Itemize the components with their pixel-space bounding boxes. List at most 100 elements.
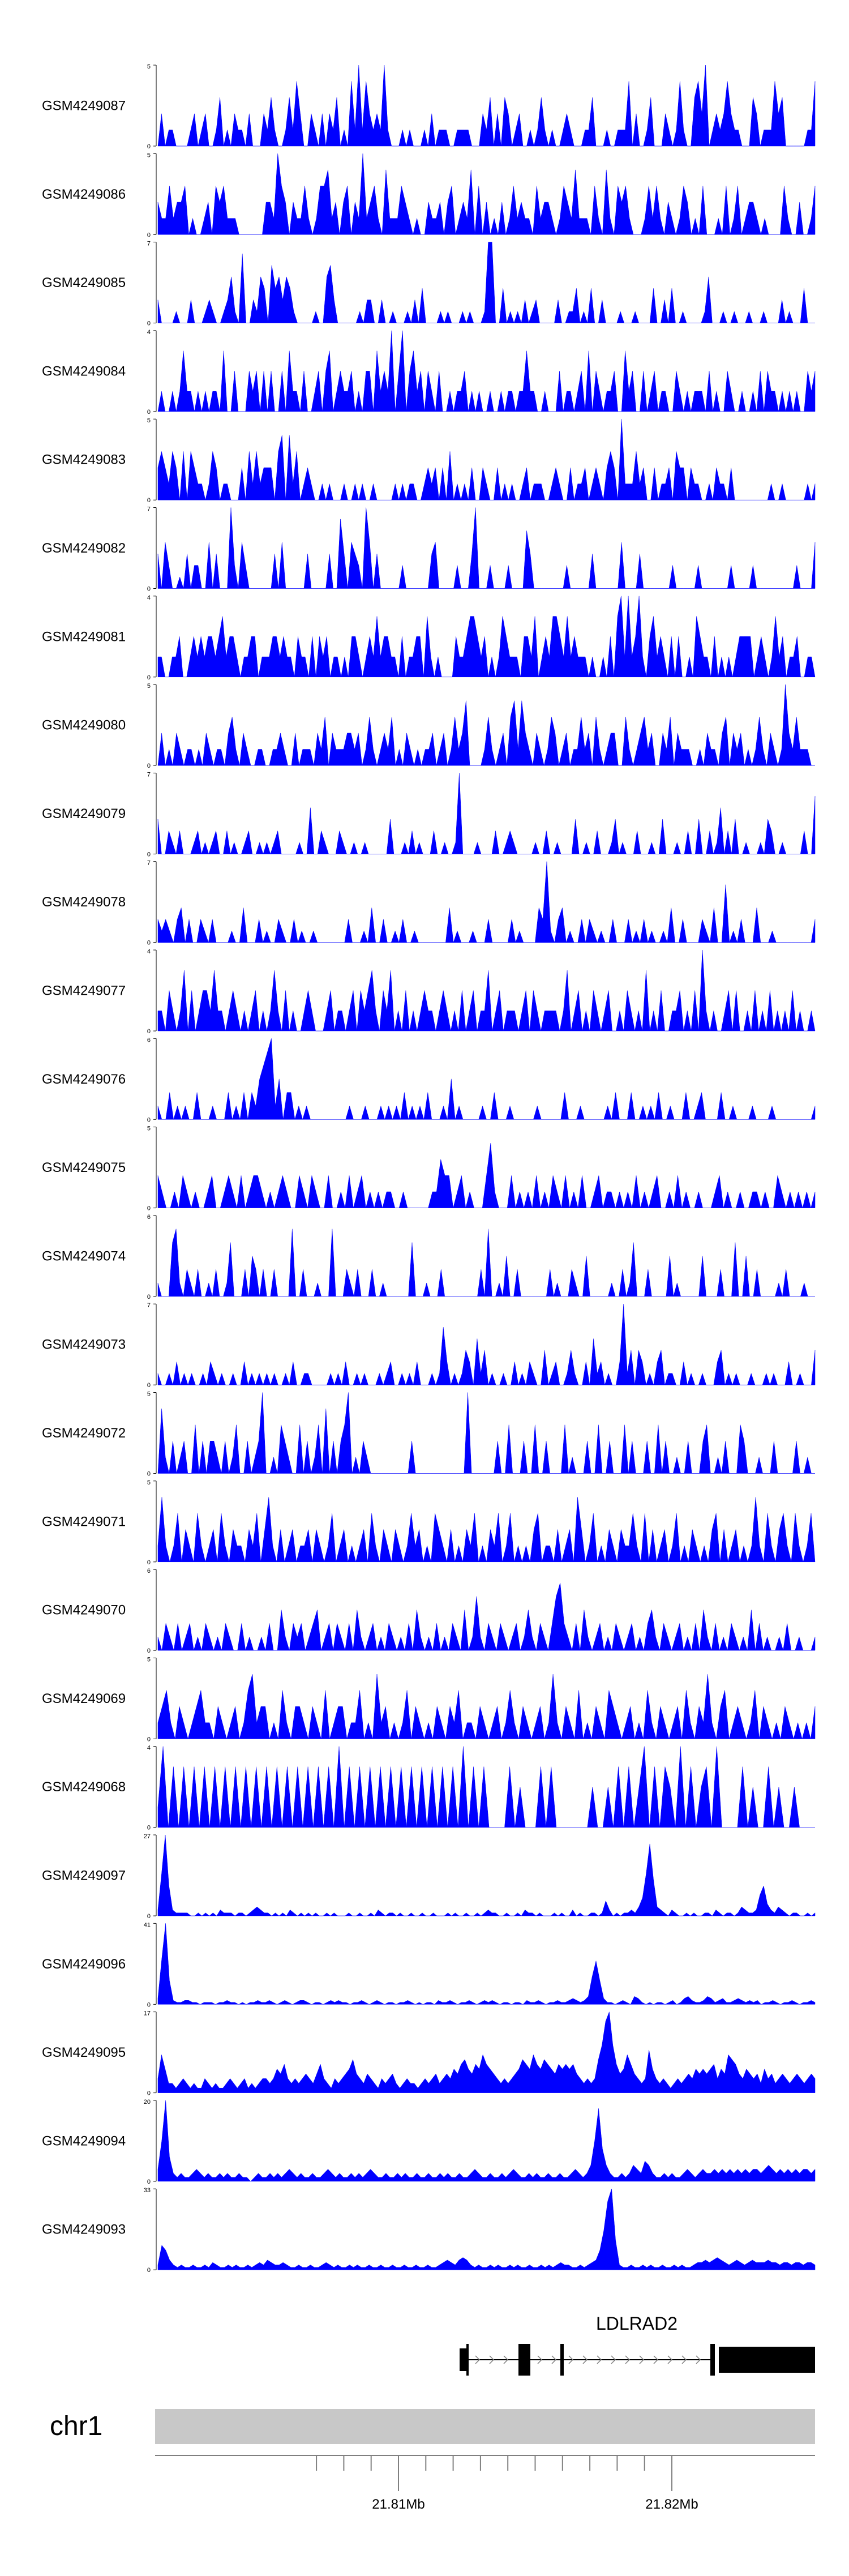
y-max-label: 5 — [147, 683, 151, 690]
track-label: GSM4249079 — [42, 806, 126, 821]
gene-exon-2 — [466, 2344, 469, 2376]
track-GSM4249097: GSM4249097 27 0 — [42, 1833, 816, 1920]
y-zero-label: 0 — [147, 409, 151, 416]
track-label: GSM4249076 — [42, 1072, 126, 1087]
y-max-label: 6 — [147, 1568, 151, 1574]
y-zero-label: 0 — [147, 1471, 151, 1478]
tick-label-21-82: 21.82Mb — [645, 2497, 698, 2512]
signal-area — [157, 2012, 816, 2093]
y-max-label: 5 — [147, 63, 151, 70]
signal-area — [157, 65, 816, 147]
track-GSM4249084: GSM4249084 4 0 — [42, 329, 816, 416]
signal-area — [157, 1582, 816, 1651]
y-zero-label: 0 — [147, 1294, 151, 1300]
chromosome-band — [155, 2409, 815, 2444]
y-max-label: 5 — [147, 1126, 151, 1132]
track-label: GSM4249083 — [42, 452, 126, 468]
y-zero-label: 0 — [147, 851, 151, 858]
y-zero-label: 0 — [147, 586, 151, 593]
track-GSM4249087: GSM4249087 5 0 — [42, 63, 816, 150]
signal-area — [157, 596, 816, 678]
track-label: GSM4249086 — [42, 187, 126, 202]
y-zero-label: 0 — [147, 1382, 151, 1389]
y-max-label: 7 — [147, 771, 151, 778]
signal-tracks: GSM424908750GSM424908650GSM424908570GSM4… — [42, 63, 816, 2274]
track-GSM4249080: GSM4249080 5 0 — [42, 683, 815, 769]
track-label: GSM4249073 — [42, 1337, 126, 1353]
intron-arrow — [582, 2355, 588, 2364]
signal-area — [157, 153, 816, 235]
intron-arrow — [597, 2355, 602, 2364]
y-max-label: 4 — [147, 329, 151, 336]
signal-area — [157, 861, 816, 943]
track-label: GSM4249096 — [42, 1957, 126, 1972]
signal-area — [157, 330, 816, 412]
signal-area — [157, 1229, 815, 1297]
track-GSM4249096: GSM4249096 41 0 — [42, 1922, 816, 2008]
signal-area — [157, 1923, 816, 2005]
y-zero-label: 0 — [147, 1736, 151, 1743]
intron-arrow — [475, 2355, 481, 2364]
intron-arrow — [625, 2355, 631, 2364]
signal-area — [157, 1392, 815, 1474]
gene-exon-4 — [560, 2344, 564, 2376]
axis-ticks — [316, 2455, 672, 2471]
intron-arrow — [681, 2355, 687, 2364]
y-zero-label: 0 — [147, 2090, 151, 2097]
signal-area — [157, 1497, 816, 1563]
signal-area — [157, 1038, 816, 1120]
signal-area — [157, 1834, 816, 1916]
genome-axis: 21.81Mb 21.82Mb — [155, 2455, 815, 2512]
signal-area — [157, 684, 815, 766]
gene-exon-1 — [460, 2348, 468, 2371]
y-max-label: 7 — [147, 860, 151, 867]
track-GSM4249072: GSM4249072 5 0 — [42, 1391, 815, 1478]
intron-arrow — [503, 2355, 509, 2364]
track-GSM4249068: GSM4249068 4 0 — [42, 1745, 815, 1832]
track-label: GSM4249072 — [42, 1426, 126, 1441]
track-GSM4249078: GSM4249078 7 0 — [42, 860, 816, 947]
track-GSM4249077: GSM4249077 4 0 — [42, 948, 816, 1035]
track-label: GSM4249093 — [42, 2222, 126, 2237]
track-label: GSM4249081 — [42, 629, 126, 644]
track-GSM4249081: GSM4249081 4 0 — [42, 594, 816, 681]
intron-arrow — [489, 2355, 495, 2364]
track-GSM4249073: GSM4249073 7 0 — [42, 1302, 816, 1389]
y-max-label: 5 — [147, 1656, 151, 1663]
y-max-label: 17 — [144, 2010, 151, 2017]
y-max-label: 20 — [144, 2099, 151, 2106]
signal-area — [157, 2100, 816, 2182]
track-label: GSM4249078 — [42, 895, 126, 910]
y-zero-label: 0 — [147, 940, 151, 947]
track-label: GSM4249074 — [42, 1248, 126, 1264]
y-zero-label: 0 — [147, 1116, 151, 1123]
y-zero-label: 0 — [147, 320, 151, 327]
y-zero-label: 0 — [147, 2001, 151, 2008]
intron-arrow — [667, 2355, 673, 2364]
gene-exon-5 — [710, 2344, 715, 2376]
track-GSM4249083: GSM4249083 5 0 — [42, 417, 816, 504]
gene-exon-6 — [719, 2347, 815, 2373]
track-GSM4249074: GSM4249074 6 0 — [42, 1214, 815, 1300]
y-zero-label: 0 — [147, 2179, 151, 2185]
track-label: GSM4249097 — [42, 1868, 126, 1884]
signal-area — [157, 1143, 816, 1208]
track-GSM4249082: GSM4249082 7 0 — [42, 506, 816, 593]
y-zero-label: 0 — [147, 232, 151, 238]
signal-area — [157, 1674, 816, 1740]
signal-area — [157, 949, 816, 1032]
y-zero-label: 0 — [147, 763, 151, 769]
y-max-label: 6 — [147, 1037, 151, 1043]
signal-area — [157, 2189, 816, 2270]
track-GSM4249095: GSM4249095 17 0 — [42, 2010, 816, 2097]
intron-arrow — [551, 2355, 557, 2364]
y-max-label: 5 — [147, 152, 151, 159]
track-GSM4249069: GSM4249069 5 0 — [42, 1656, 816, 1743]
track-label: GSM4249077 — [42, 983, 126, 999]
intron-arrow — [653, 2355, 659, 2364]
y-zero-label: 0 — [147, 1913, 151, 1920]
track-label: GSM4249087 — [42, 99, 126, 114]
signal-area — [157, 773, 816, 855]
y-max-label: 5 — [147, 417, 151, 424]
